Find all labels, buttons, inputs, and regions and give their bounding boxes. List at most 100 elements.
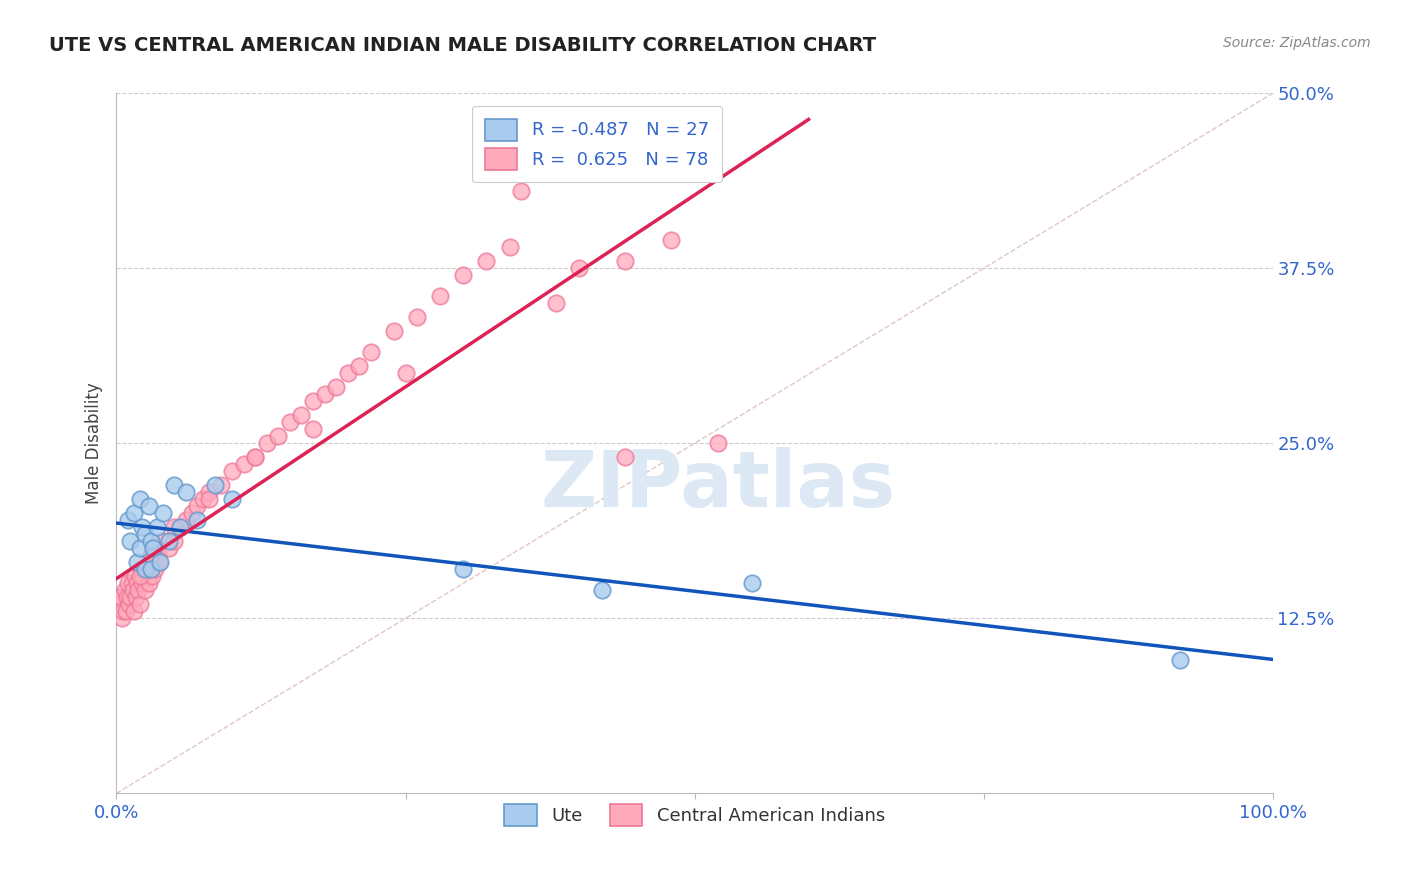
Point xyxy=(115,591,138,605)
Point xyxy=(290,409,312,423)
Point xyxy=(148,555,170,569)
Point xyxy=(302,394,325,409)
Point xyxy=(134,583,156,598)
Point xyxy=(406,310,429,325)
Point xyxy=(131,576,153,591)
Point xyxy=(108,598,131,612)
Point xyxy=(614,450,637,465)
Point xyxy=(302,422,325,436)
Point xyxy=(135,562,157,576)
Point xyxy=(128,541,150,556)
Point xyxy=(138,576,160,591)
Y-axis label: Male Disability: Male Disability xyxy=(86,383,103,504)
Point xyxy=(146,520,169,534)
Point xyxy=(544,296,567,310)
Point xyxy=(127,555,149,569)
Point xyxy=(180,507,202,521)
Point xyxy=(163,478,186,492)
Point xyxy=(138,500,160,514)
Point xyxy=(145,549,167,563)
Point xyxy=(117,513,139,527)
Point xyxy=(169,520,191,534)
Point xyxy=(152,534,174,549)
Point xyxy=(614,254,637,268)
Point xyxy=(118,598,141,612)
Point xyxy=(128,598,150,612)
Point xyxy=(325,380,347,394)
Point xyxy=(221,464,243,478)
Point xyxy=(132,569,155,583)
Point xyxy=(131,520,153,534)
Point xyxy=(349,359,371,374)
Point xyxy=(122,604,145,618)
Point xyxy=(120,534,142,549)
Point xyxy=(360,345,382,359)
Point xyxy=(152,507,174,521)
Point xyxy=(157,534,180,549)
Point xyxy=(149,555,172,569)
Point xyxy=(174,513,197,527)
Point xyxy=(221,492,243,507)
Point xyxy=(139,555,162,569)
Point xyxy=(193,492,215,507)
Point xyxy=(121,583,143,598)
Point xyxy=(204,478,226,492)
Point xyxy=(125,591,148,605)
Point xyxy=(169,520,191,534)
Point xyxy=(498,240,520,254)
Point xyxy=(163,520,186,534)
Point xyxy=(134,527,156,541)
Point xyxy=(198,492,221,507)
Point xyxy=(136,569,159,583)
Legend: Ute, Central American Indians: Ute, Central American Indians xyxy=(496,797,891,833)
Point xyxy=(146,555,169,569)
Point xyxy=(382,324,405,338)
Point xyxy=(134,562,156,576)
Point xyxy=(143,562,166,576)
Point xyxy=(706,436,728,450)
Point xyxy=(209,478,232,492)
Point xyxy=(336,367,359,381)
Point xyxy=(127,583,149,598)
Point xyxy=(198,485,221,500)
Point xyxy=(129,562,152,576)
Point xyxy=(141,549,163,563)
Point xyxy=(568,261,591,276)
Text: UTE VS CENTRAL AMERICAN INDIAN MALE DISABILITY CORRELATION CHART: UTE VS CENTRAL AMERICAN INDIAN MALE DISA… xyxy=(49,36,876,54)
Point xyxy=(117,576,139,591)
Point xyxy=(394,367,416,381)
Point xyxy=(186,500,208,514)
Point xyxy=(141,534,163,549)
Point xyxy=(429,289,451,303)
Point xyxy=(127,576,149,591)
Point xyxy=(141,569,163,583)
Point xyxy=(267,429,290,443)
Point xyxy=(163,534,186,549)
Point xyxy=(120,591,142,605)
Point xyxy=(124,569,146,583)
Point xyxy=(186,513,208,527)
Point xyxy=(314,387,336,401)
Text: ZIPatlas: ZIPatlas xyxy=(540,448,896,524)
Point xyxy=(661,233,683,247)
Point xyxy=(112,604,135,618)
Point xyxy=(157,541,180,556)
Point xyxy=(122,507,145,521)
Point xyxy=(142,541,165,556)
Point xyxy=(134,562,156,576)
Point xyxy=(111,611,134,625)
Point xyxy=(110,591,132,605)
Point xyxy=(475,254,498,268)
Point xyxy=(121,576,143,591)
Point xyxy=(591,583,613,598)
Point xyxy=(245,450,267,465)
Point xyxy=(146,549,169,563)
Point xyxy=(510,185,533,199)
Point xyxy=(142,555,165,569)
Point xyxy=(141,562,163,576)
Point xyxy=(174,485,197,500)
Point xyxy=(256,436,278,450)
Point xyxy=(1168,653,1191,667)
Point xyxy=(128,492,150,507)
Point xyxy=(741,576,763,591)
